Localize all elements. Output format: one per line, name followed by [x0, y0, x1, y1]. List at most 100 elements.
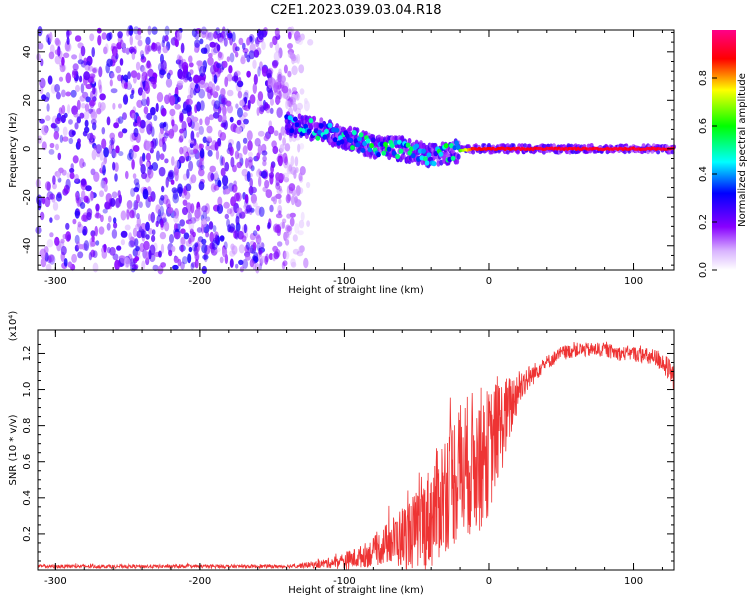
heatmap-noise-cell	[92, 262, 99, 273]
heatmap-noise-cell	[295, 92, 300, 101]
heatmap-noise-cell	[185, 99, 190, 105]
heatmap-noise-cell	[190, 262, 195, 270]
heatmap-noise-cell	[217, 179, 222, 188]
heatmap-streak-cell	[317, 129, 322, 135]
heatmap-noise-cell	[118, 151, 124, 157]
heatmap-noise-cell	[145, 161, 150, 168]
heatmap-noise-cell	[83, 111, 90, 120]
heatmap-noise-cell	[69, 172, 75, 180]
snr-series-line	[37, 341, 675, 570]
heatmap-noise-cell	[265, 253, 269, 263]
heatmap-noise-cell	[97, 35, 102, 46]
heatmap-noise-cell	[114, 162, 119, 173]
heatmap-noise-cell	[126, 29, 130, 37]
heatmap-noise-cell	[135, 182, 140, 191]
heatmap-noise-cell	[160, 59, 167, 71]
heatmap-noise-cell	[117, 31, 123, 39]
heatmap-noise-cell	[223, 188, 231, 195]
heatmap-streak-layer	[284, 111, 676, 169]
heatmap-noise-cell	[267, 125, 275, 135]
heatmap-noise-cell	[211, 46, 218, 55]
heatmap-noise-cell	[131, 52, 136, 60]
heatmap-noise-cell	[256, 107, 260, 116]
heatmap-noise-cell	[201, 205, 208, 213]
heatmap-noise-cell	[187, 253, 192, 264]
heatmap-noise-cell	[145, 251, 149, 262]
heatmap-noise-cell	[208, 221, 214, 230]
heatmap-noise-cell	[250, 193, 257, 204]
heatmap-noise-cell	[74, 178, 81, 184]
heatmap-noise-cell	[228, 65, 233, 74]
heatmap-noise-cell	[52, 201, 59, 211]
heatmap-streak-cell	[449, 143, 454, 149]
heatmap-noise-cell	[95, 144, 102, 154]
heatmap-noise-cell	[236, 207, 243, 214]
heatmap-noise-cell	[188, 237, 192, 245]
x-tick-label: 100	[624, 576, 643, 587]
heatmap-halo-cell	[442, 154, 447, 161]
heatmap-noise-cell	[285, 99, 290, 110]
heatmap-noise-cell	[258, 250, 262, 257]
heatmap-noise-cell	[248, 159, 253, 170]
heatmap-noise-cell	[201, 243, 208, 254]
colorbar-ticks: 0.0 0.2 0.4 0.6 0.8	[698, 70, 717, 278]
heatmap-noise-cell	[283, 64, 288, 74]
heatmap-noise-cell	[90, 230, 96, 237]
heatmap-noise-cell	[37, 135, 43, 144]
heatmap-noise-cell	[205, 216, 211, 222]
heatmap-noise-cell	[186, 71, 192, 81]
heatmap-noise-cell	[61, 89, 66, 98]
heatmap-noise-cell	[248, 186, 254, 195]
heatmap-streak-cell	[306, 128, 312, 134]
heatmap-noise-cell	[137, 27, 142, 36]
heatmap-noise-cell	[279, 144, 285, 153]
heatmap-noise-cell	[275, 172, 281, 181]
heatmap-noise-cell	[55, 193, 63, 202]
heatmap-noise-cell	[300, 211, 305, 222]
heatmap-noise-cell	[206, 125, 213, 134]
spectrogram-x-axis-label: Height of straight line (km)	[288, 285, 424, 296]
heatmap-noise-cell	[231, 75, 239, 82]
y-tick-label: 1.0	[22, 382, 33, 398]
y-tick-label: 0.6	[22, 454, 33, 470]
heatmap-noise-cell	[242, 137, 248, 144]
heatmap-noise-cell	[85, 185, 92, 192]
heatmap-noise-cell	[254, 137, 261, 147]
heatmap-noise-cell	[289, 53, 296, 60]
heatmap-noise-cell	[153, 114, 158, 122]
heatmap-noise-cell	[249, 259, 255, 268]
heatmap-noise-cell	[221, 156, 225, 166]
heatmap-noise-cell	[57, 152, 62, 161]
heatmap-noise-layer	[35, 25, 314, 275]
heatmap-noise-cell	[110, 197, 116, 207]
heatmap-noise-cell	[129, 236, 135, 247]
heatmap-noise-cell	[231, 31, 236, 43]
heatmap-noise-cell	[215, 27, 221, 36]
heatmap-noise-cell	[236, 161, 242, 169]
heatmap-noise-cell	[253, 74, 258, 85]
heatmap-noise-cell	[43, 96, 50, 102]
heatmap-noise-cell	[247, 247, 255, 254]
heatmap-noise-cell	[261, 144, 265, 151]
y-tick-label: 0	[22, 146, 33, 152]
heatmap-noise-cell	[258, 176, 262, 187]
heatmap-noise-cell	[284, 232, 290, 240]
heatmap-noise-cell	[273, 130, 279, 137]
heatmap-noise-cell	[131, 159, 135, 170]
heatmap-noise-cell	[303, 100, 310, 112]
heatmap-streak-cell	[315, 135, 321, 141]
heatmap-halo-cell	[309, 123, 314, 130]
heatmap-noise-cell	[290, 155, 295, 167]
heatmap-noise-cell	[226, 104, 233, 114]
heatmap-noise-cell	[143, 240, 150, 251]
heatmap-noise-cell	[274, 79, 281, 86]
heatmap-noise-cell	[128, 148, 134, 160]
heatmap-streak-cell	[338, 135, 343, 141]
heatmap-noise-cell	[226, 218, 231, 228]
heatmap-noise-cell	[198, 143, 203, 152]
heatmap-noise-cell	[257, 144, 262, 156]
heatmap-noise-cell	[74, 210, 81, 216]
heatmap-noise-cell	[112, 102, 116, 110]
heatmap-noise-cell	[233, 180, 237, 187]
heatmap-streak-cell	[414, 143, 420, 149]
